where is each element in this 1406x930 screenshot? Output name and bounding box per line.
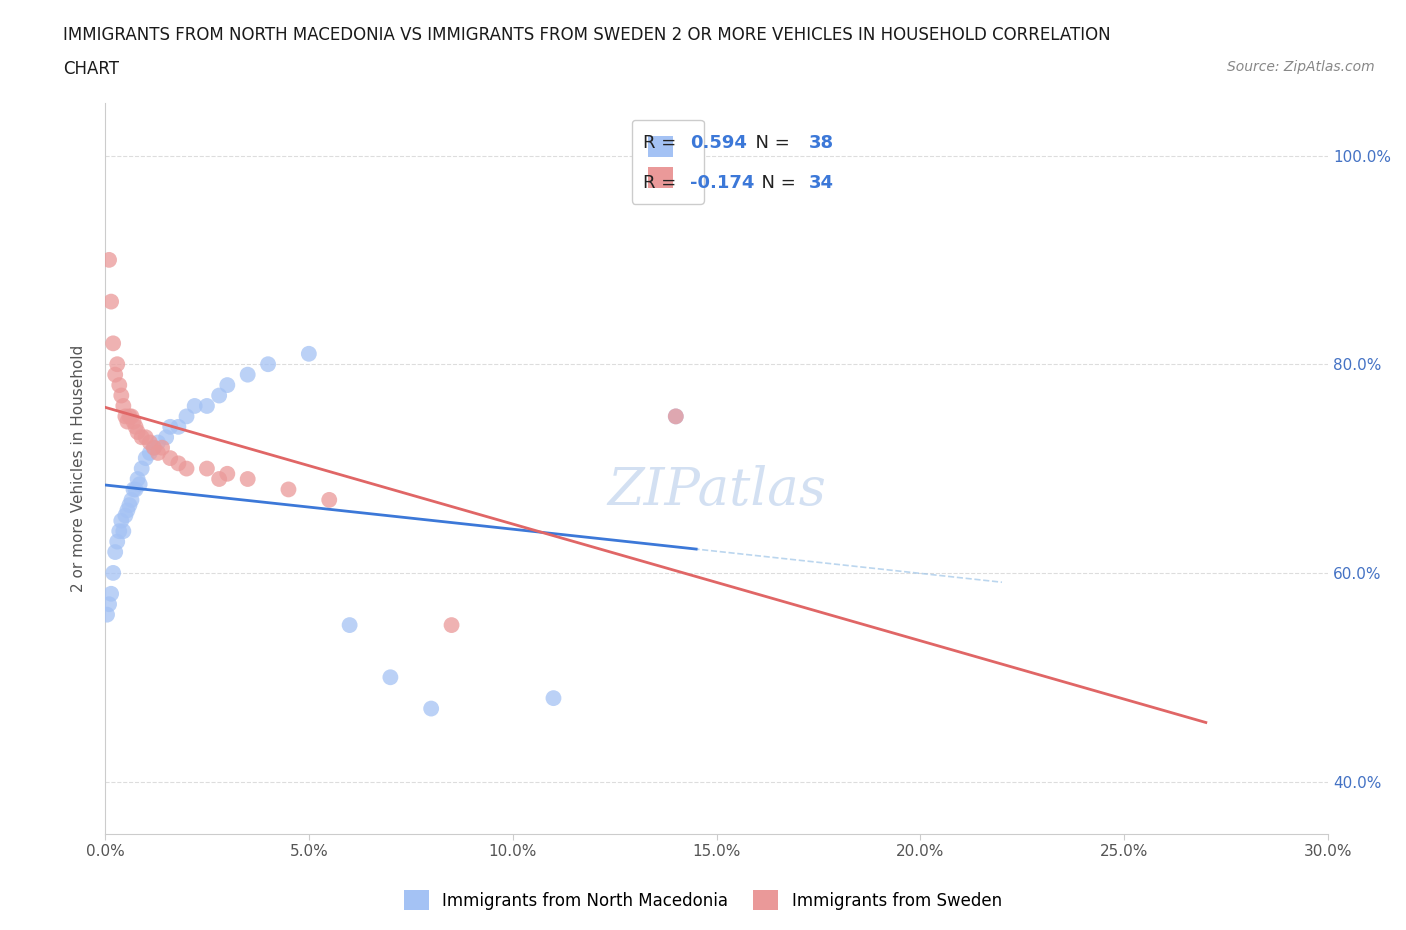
Point: [167, 419, 190, 434]
Point: [117, 414, 139, 429]
Point: [121, 492, 143, 507]
Point: [100, 294, 122, 309]
Point: [114, 508, 136, 523]
Point: [167, 456, 190, 471]
Point: [122, 414, 145, 429]
Point: [131, 430, 153, 445]
Point: [112, 524, 135, 538]
Point: [159, 451, 181, 466]
Text: R =: R =: [644, 134, 682, 152]
Point: [127, 425, 149, 440]
Point: [96, 607, 118, 622]
Text: 38: 38: [808, 134, 834, 152]
Point: [121, 409, 143, 424]
Point: [118, 498, 141, 512]
Point: [176, 461, 198, 476]
Point: [146, 435, 169, 450]
Point: [110, 388, 132, 403]
Point: [208, 388, 231, 403]
Point: [257, 357, 280, 372]
Point: [131, 461, 153, 476]
Point: [105, 534, 128, 549]
Text: CHART: CHART: [63, 60, 120, 77]
Point: [101, 565, 124, 580]
Point: [217, 378, 239, 392]
Text: 34: 34: [808, 174, 834, 192]
Point: [104, 545, 127, 560]
Point: [118, 409, 141, 424]
Point: [208, 472, 231, 486]
Point: [110, 513, 132, 528]
Point: [236, 367, 259, 382]
Point: [236, 472, 259, 486]
Point: [114, 409, 136, 424]
Point: [195, 399, 218, 414]
Legend: , : ,: [631, 120, 704, 204]
Point: [440, 618, 463, 632]
Text: 0.594: 0.594: [690, 134, 747, 152]
Point: [139, 445, 162, 460]
Point: [380, 670, 402, 684]
Point: [339, 618, 361, 632]
Legend: Immigrants from North Macedonia, Immigrants from Sweden: Immigrants from North Macedonia, Immigra…: [398, 884, 1008, 917]
Point: [101, 336, 124, 351]
Point: [217, 466, 239, 481]
Text: N =: N =: [744, 134, 796, 152]
Point: [112, 399, 135, 414]
Point: [142, 440, 165, 455]
Text: R =: R =: [644, 174, 682, 192]
Point: [135, 451, 157, 466]
Point: [146, 445, 169, 460]
Point: [176, 409, 198, 424]
Point: [117, 503, 139, 518]
Point: [159, 419, 181, 434]
Point: [127, 472, 149, 486]
Point: [128, 477, 150, 492]
Point: [135, 430, 157, 445]
Point: [298, 346, 321, 361]
Text: Source: ZipAtlas.com: Source: ZipAtlas.com: [1227, 60, 1375, 73]
Y-axis label: 2 or more Vehicles in Household: 2 or more Vehicles in Household: [72, 345, 86, 592]
Point: [665, 409, 688, 424]
Text: -0.174: -0.174: [690, 174, 754, 192]
Point: [155, 430, 177, 445]
Text: IMMIGRANTS FROM NORTH MACEDONIA VS IMMIGRANTS FROM SWEDEN 2 OR MORE VEHICLES IN : IMMIGRANTS FROM NORTH MACEDONIA VS IMMIG…: [63, 26, 1111, 44]
Point: [124, 482, 146, 497]
Point: [98, 252, 121, 267]
Point: [139, 435, 162, 450]
Point: [124, 419, 146, 434]
Point: [183, 399, 205, 414]
Point: [122, 482, 145, 497]
Text: ZIPatlas: ZIPatlas: [607, 465, 825, 516]
Point: [665, 409, 688, 424]
Point: [108, 524, 131, 538]
Point: [108, 378, 131, 392]
Point: [150, 440, 173, 455]
Point: [98, 597, 121, 612]
Point: [105, 357, 128, 372]
Point: [420, 701, 443, 716]
Point: [195, 461, 218, 476]
Point: [104, 367, 127, 382]
Point: [100, 586, 122, 601]
Point: [543, 691, 565, 706]
Point: [277, 482, 299, 497]
Point: [142, 440, 165, 455]
Point: [318, 492, 340, 507]
Text: N =: N =: [749, 174, 801, 192]
